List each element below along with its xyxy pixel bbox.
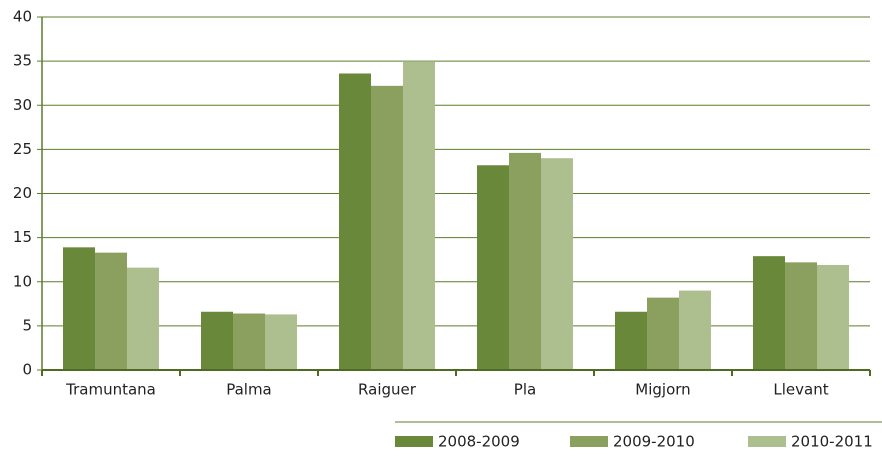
bar [679, 290, 711, 370]
bar [753, 256, 785, 370]
x-tick-label: Pla [514, 381, 536, 399]
legend-label: 2009-2010 [613, 433, 695, 451]
y-tick-label: 30 [13, 96, 32, 114]
legend-swatch [570, 436, 608, 447]
y-tick-label: 15 [13, 228, 32, 246]
bar [339, 73, 371, 370]
bar [265, 314, 297, 370]
y-tick-label: 0 [22, 361, 32, 379]
x-tick-label: Llevant [773, 381, 828, 399]
bar [785, 262, 817, 370]
bar [541, 158, 573, 370]
bar [509, 152, 541, 370]
bar [233, 313, 265, 370]
x-tick-label: Migjorn [635, 381, 690, 399]
y-tick-label: 5 [22, 316, 32, 334]
y-tick-label: 35 [13, 52, 32, 70]
bar [817, 264, 849, 370]
y-tick-label: 10 [13, 272, 32, 290]
bar [95, 252, 127, 370]
bar [127, 267, 159, 370]
legend-label: 2010-2011 [791, 433, 873, 451]
bar [647, 297, 679, 370]
bar [201, 311, 233, 370]
legend-swatch [748, 436, 786, 447]
x-tick-label: Palma [226, 381, 272, 399]
y-tick-label: 40 [13, 8, 32, 26]
legend-swatch [395, 436, 433, 447]
legend-label: 2008-2009 [438, 433, 520, 451]
y-tick-label: 25 [13, 140, 32, 158]
bar [63, 247, 95, 370]
x-tick-label: Raiguer [358, 381, 417, 399]
bar [403, 62, 435, 370]
y-tick-label: 20 [13, 184, 32, 202]
bar [615, 311, 647, 370]
x-tick-label: Tramuntana [65, 381, 156, 399]
bar [371, 85, 403, 371]
bar [477, 165, 509, 370]
